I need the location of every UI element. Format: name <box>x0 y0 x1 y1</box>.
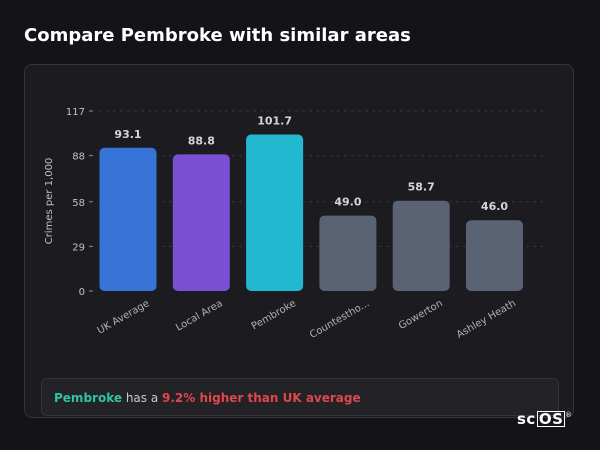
y-axis-label: Crimes per 1,000 <box>44 158 55 245</box>
bar-value-label: 58.7 <box>408 181 435 194</box>
x-tick-label: Ashley Heath <box>455 298 518 341</box>
summary-area-name: Pembroke <box>54 391 122 405</box>
logo-prefix: sc <box>517 410 536 428</box>
bar-chart: 0 29 58 88 117 Crimes per 1,000 93.1 UK Average… <box>44 107 545 341</box>
bar-4 <box>392 200 450 291</box>
logo-registered-mark: ® <box>564 411 573 419</box>
y-tick-label: 58 <box>72 198 85 209</box>
x-tick-label: Countestho... <box>308 298 371 341</box>
bar-5 <box>466 220 523 291</box>
scos-logo: sc OS ® <box>517 410 572 428</box>
chart-card: 0 29 58 88 117 Crimes per 1,000 93.1 UK Average… <box>24 64 574 418</box>
bar-3 <box>319 215 377 291</box>
bar-value-label: 49.0 <box>334 196 361 209</box>
summary-text: has a <box>122 391 163 405</box>
y-tick-label: 29 <box>72 242 85 253</box>
page-title: Compare Pembroke with similar areas <box>24 25 411 46</box>
bar-1 <box>172 154 230 291</box>
y-tick-label: 117 <box>66 107 85 118</box>
bar-value-label: 93.1 <box>114 128 141 141</box>
summary-box: Pembroke has a 9.2% higher than UK avera… <box>41 378 559 416</box>
y-tick-label: 0 <box>79 287 85 298</box>
x-tick-label: Pembroke <box>250 298 298 332</box>
y-tick-label: 88 <box>72 152 85 163</box>
x-tick-label: Gowerton <box>397 298 445 332</box>
logo-boxed: OS <box>536 410 566 428</box>
bar-2 <box>246 134 304 291</box>
bar-value-label: 88.8 <box>188 134 215 147</box>
bar-value-label: 46.0 <box>481 200 508 213</box>
summary-comparison: 9.2% higher than UK average <box>162 391 361 405</box>
bar-value-label: 101.7 <box>257 115 292 128</box>
x-tick-label: UK Average <box>96 298 152 337</box>
x-tick-label: Local Area <box>174 298 225 334</box>
bar-0 <box>99 147 157 291</box>
